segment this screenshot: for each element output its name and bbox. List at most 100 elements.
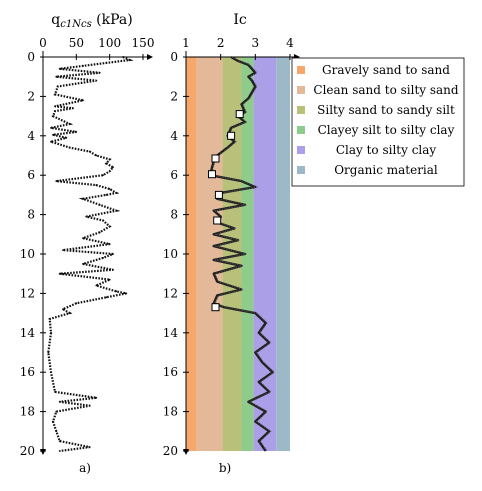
a-qc-point bbox=[88, 150, 91, 153]
panel-a: 0 50 100 150 0 2 4 6 8 10 12 14 16 18 20 qc1Ncs (kPa) a) bbox=[20, 12, 155, 475]
legend-swatch bbox=[297, 166, 305, 174]
a-qc-point bbox=[88, 446, 91, 448]
b-marker bbox=[211, 303, 220, 312]
a-qc-point bbox=[54, 110, 56, 113]
a-x-arrow bbox=[147, 54, 153, 60]
a-qc-point bbox=[82, 263, 84, 265]
a-qc-point bbox=[125, 292, 128, 295]
a-qc-point bbox=[108, 243, 111, 246]
a-qc-point bbox=[95, 184, 98, 187]
a-qc-point bbox=[50, 331, 52, 334]
a-qc-point bbox=[98, 71, 101, 74]
b-y-tick-label: 16 bbox=[163, 365, 178, 379]
a-qc-point bbox=[55, 75, 58, 78]
a-qc-point bbox=[47, 351, 50, 354]
b-x-tick-label: 1 bbox=[182, 36, 190, 50]
a-qc-point bbox=[54, 93, 56, 96]
a-qc-point bbox=[88, 404, 91, 407]
b-caption: b) bbox=[219, 461, 231, 475]
a-caption: a) bbox=[79, 461, 91, 475]
a-qc-point bbox=[95, 154, 98, 157]
a-qc-point bbox=[82, 197, 84, 200]
b-y-tick-label: 18 bbox=[163, 405, 178, 419]
a-qc-point bbox=[122, 56, 124, 58]
a-qc-point bbox=[115, 209, 118, 212]
a-qc-point bbox=[58, 272, 61, 275]
b-band bbox=[186, 57, 197, 451]
legend-swatch bbox=[297, 126, 305, 134]
a-qc-point bbox=[68, 312, 71, 314]
b-y-tick-label: 12 bbox=[163, 286, 178, 300]
a-y-tick-label: 14 bbox=[20, 326, 36, 340]
a-qc-point bbox=[112, 253, 114, 255]
b-marker bbox=[211, 154, 220, 163]
b-y-tick-label: 10 bbox=[163, 247, 178, 261]
a-qc-point bbox=[98, 203, 101, 206]
a-qc-point bbox=[50, 140, 52, 143]
a-qc-point bbox=[82, 237, 84, 240]
a-qc-point bbox=[85, 215, 88, 218]
a-qc-point bbox=[82, 65, 84, 67]
b-y-tick-label: 2 bbox=[170, 89, 178, 103]
a-qc-point bbox=[58, 67, 61, 70]
a-qc-point bbox=[115, 290, 118, 293]
a-y-tick-label: 20 bbox=[20, 444, 35, 458]
b-marker bbox=[213, 216, 222, 225]
a-qc-point bbox=[112, 166, 114, 169]
a-qc-point bbox=[48, 318, 51, 320]
b-marker bbox=[208, 170, 216, 179]
a-y-tick-label: 12 bbox=[20, 286, 35, 300]
a-qc-point bbox=[62, 308, 64, 311]
a-qc-point bbox=[58, 440, 61, 442]
legend-label: Organic material bbox=[334, 163, 438, 177]
a-qc-point bbox=[82, 99, 84, 102]
a-qc-point bbox=[102, 174, 104, 177]
a-qc-point bbox=[58, 400, 61, 403]
a-qc-point bbox=[108, 278, 111, 281]
a-qc-point bbox=[68, 123, 71, 125]
a-qc-point bbox=[108, 225, 111, 228]
b-x-tick-label: 4 bbox=[286, 36, 294, 50]
a-x-tick-label: 50 bbox=[69, 36, 84, 50]
legend-swatch bbox=[297, 146, 305, 154]
b-band bbox=[253, 57, 277, 451]
a-y-tick-label: 6 bbox=[27, 168, 35, 182]
a-qc-point bbox=[52, 133, 54, 136]
a-qc-point bbox=[108, 170, 111, 173]
a-y-tick-label: 2 bbox=[27, 89, 35, 103]
a-x-tick-label: 100 bbox=[98, 36, 121, 50]
legend-label: Clean sand to silty sand bbox=[313, 83, 459, 97]
legend: Gravely sand to sand Clean sand to silty … bbox=[291, 57, 465, 187]
legend-label: Clayey silt to silty clay bbox=[318, 123, 455, 137]
b-band bbox=[196, 57, 223, 451]
a-qc-point bbox=[52, 115, 54, 117]
legend-box bbox=[291, 57, 465, 187]
legend-label: Clay to silty clay bbox=[336, 143, 437, 157]
a-qc-point bbox=[98, 231, 101, 234]
b-x-axis-title: Ic bbox=[233, 12, 247, 28]
a-qc-point bbox=[108, 158, 111, 161]
legend-swatch bbox=[297, 86, 305, 94]
a-y-tick-label: 16 bbox=[20, 365, 35, 379]
b-marker bbox=[227, 131, 236, 140]
a-qc-point bbox=[72, 107, 74, 110]
a-x-tick-label: 0 bbox=[39, 36, 47, 50]
b-y-tick-label: 20 bbox=[163, 444, 178, 458]
b-marker bbox=[214, 190, 223, 199]
a-qc-point bbox=[128, 59, 131, 61]
a-qc-point bbox=[65, 136, 68, 139]
a-x-tick-label: 150 bbox=[132, 36, 155, 50]
a-qc-point bbox=[95, 396, 98, 399]
a-y-tick-label: 10 bbox=[20, 247, 35, 261]
b-y-tick-label: 14 bbox=[163, 326, 179, 340]
a-qc-point bbox=[75, 131, 78, 133]
a-y-tick-label: 4 bbox=[27, 129, 35, 143]
a-y-tick-label: 18 bbox=[20, 405, 35, 419]
a-qc-point bbox=[56, 85, 59, 88]
a-y-arrow bbox=[40, 449, 46, 455]
a-x-axis-title: qc1Ncs (kPa) bbox=[51, 12, 132, 30]
a-qc-point bbox=[52, 420, 54, 423]
a-qc-point bbox=[105, 194, 108, 196]
